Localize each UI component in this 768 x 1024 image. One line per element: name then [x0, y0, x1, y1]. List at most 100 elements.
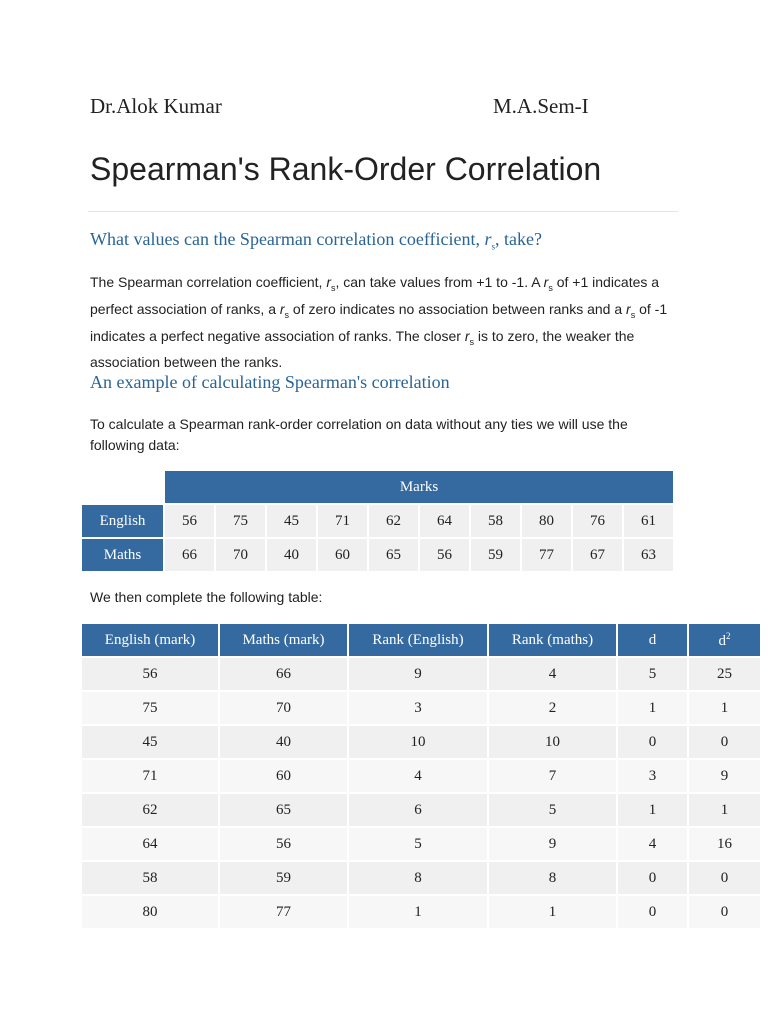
cell: 80 [522, 505, 571, 537]
cell: 1 [349, 896, 487, 928]
variable: r [326, 274, 331, 290]
cell: 75 [216, 505, 265, 537]
variable: r [464, 327, 470, 344]
header-cell: Maths (mark) [220, 624, 347, 656]
cell: 59 [220, 862, 347, 894]
cell: 67 [573, 539, 622, 571]
cell: 9 [489, 828, 616, 860]
cell: 1 [489, 896, 616, 928]
cell: 56 [165, 505, 214, 537]
row: English 56 75 45 71 62 64 58 80 76 61 [82, 505, 673, 537]
cell: 80 [82, 896, 218, 928]
paragraph: We then complete the following table: [90, 589, 323, 605]
row-label: English [82, 505, 163, 537]
cell: 0 [689, 896, 760, 928]
row: 62 65 6 5 1 1 [82, 794, 760, 826]
header-text: d [718, 632, 727, 649]
header-cell: Rank (English) [349, 624, 487, 656]
header-row: Marks [82, 471, 673, 503]
cell: 0 [618, 896, 687, 928]
row: 56 66 9 4 5 25 [82, 658, 760, 690]
cell: 45 [267, 505, 316, 537]
marks-table: Marks English 56 75 45 71 62 64 58 80 76 61 Maths 66 7… [80, 469, 675, 573]
title: Spearman's Rank-Order Correlation [90, 151, 602, 187]
subscript: s [330, 282, 336, 293]
cell: 3 [618, 760, 687, 792]
variable: r [484, 229, 492, 249]
cell: 64 [82, 828, 218, 860]
cell: 70 [220, 692, 347, 724]
divider [88, 211, 678, 212]
variable: r [626, 300, 631, 317]
cell: 0 [689, 862, 760, 894]
superscript: 2 [726, 630, 731, 641]
cell: 66 [165, 539, 214, 571]
cell: 45 [82, 726, 218, 758]
row-label: Maths [82, 539, 163, 571]
cell: 2 [489, 692, 616, 724]
header-cell: d2 [689, 624, 760, 656]
cell: 6 [349, 794, 487, 826]
variable: r [279, 300, 285, 317]
cell: 58 [471, 505, 520, 537]
cell: 60 [318, 539, 367, 571]
cell: 0 [618, 862, 687, 894]
question-heading: What values can the Spearman correlation… [90, 229, 542, 252]
cell: 3 [349, 692, 487, 724]
cell: 10 [489, 726, 616, 758]
subscript: s [469, 336, 475, 347]
course: M.A.Sem-I [493, 94, 589, 118]
subscript: s [630, 309, 636, 320]
cell: 0 [689, 726, 760, 758]
subscript: s [491, 241, 496, 252]
author: Dr.Alok Kumar [90, 94, 222, 118]
paragraph: The Spearman correlation coefficient, rs… [90, 272, 680, 373]
cell: 65 [369, 539, 418, 571]
cell: 5 [618, 658, 687, 690]
text: is to zero, the weaker the association b… [90, 327, 635, 371]
cell: 16 [689, 828, 760, 860]
row: 64 56 5 9 4 16 [82, 828, 760, 860]
header-cell: Rank (maths) [489, 624, 616, 656]
subscript: s [548, 282, 553, 293]
text: , take? [495, 229, 542, 249]
text: of +1 indicates a perfect association of… [90, 274, 660, 317]
cell: 8 [489, 862, 616, 894]
cell: 61 [624, 505, 673, 537]
cell: 59 [471, 539, 520, 571]
header-row: English (mark) Maths (mark) Rank (English)… [82, 624, 760, 656]
cell: 4 [349, 760, 487, 792]
header-cell: Marks [165, 471, 673, 503]
header-text: Rank (English) [372, 631, 464, 648]
row: 58 59 8 8 0 0 [82, 862, 760, 894]
header-text: d [648, 631, 657, 648]
cell: 5 [489, 794, 616, 826]
cell: 4 [618, 828, 687, 860]
cell: 66 [220, 658, 347, 690]
cell: 76 [573, 505, 622, 537]
cell: 71 [82, 760, 218, 792]
cell: 56 [220, 828, 347, 860]
cell: 1 [618, 692, 687, 724]
paragraph: To calculate a Spearman rank-order corre… [90, 416, 628, 453]
cell: 70 [216, 539, 265, 571]
cell: 56 [82, 658, 218, 690]
cell: 25 [689, 658, 760, 690]
row: 80 77 1 1 0 0 [82, 896, 760, 928]
cell: 60 [220, 760, 347, 792]
text: , can take values from +1 to -1. A [335, 274, 544, 290]
cell: 62 [82, 794, 218, 826]
section-heading: An example of calculating Spearman's cor… [90, 372, 450, 392]
cell: 77 [522, 539, 571, 571]
row: 71 60 4 7 3 9 [82, 760, 760, 792]
text: of zero indicates no association between… [289, 300, 627, 317]
cell: 8 [349, 862, 487, 894]
header-text: English (mark) [104, 631, 196, 648]
rank-table: English (mark) Maths (mark) Rank (English)… [80, 622, 762, 930]
cell: 9 [349, 658, 487, 690]
row: 45 40 10 10 0 0 [82, 726, 760, 758]
header-cell: English (mark) [82, 624, 218, 656]
cell: 40 [267, 539, 316, 571]
row: Maths 66 70 40 60 65 56 59 77 67 63 [82, 539, 673, 571]
